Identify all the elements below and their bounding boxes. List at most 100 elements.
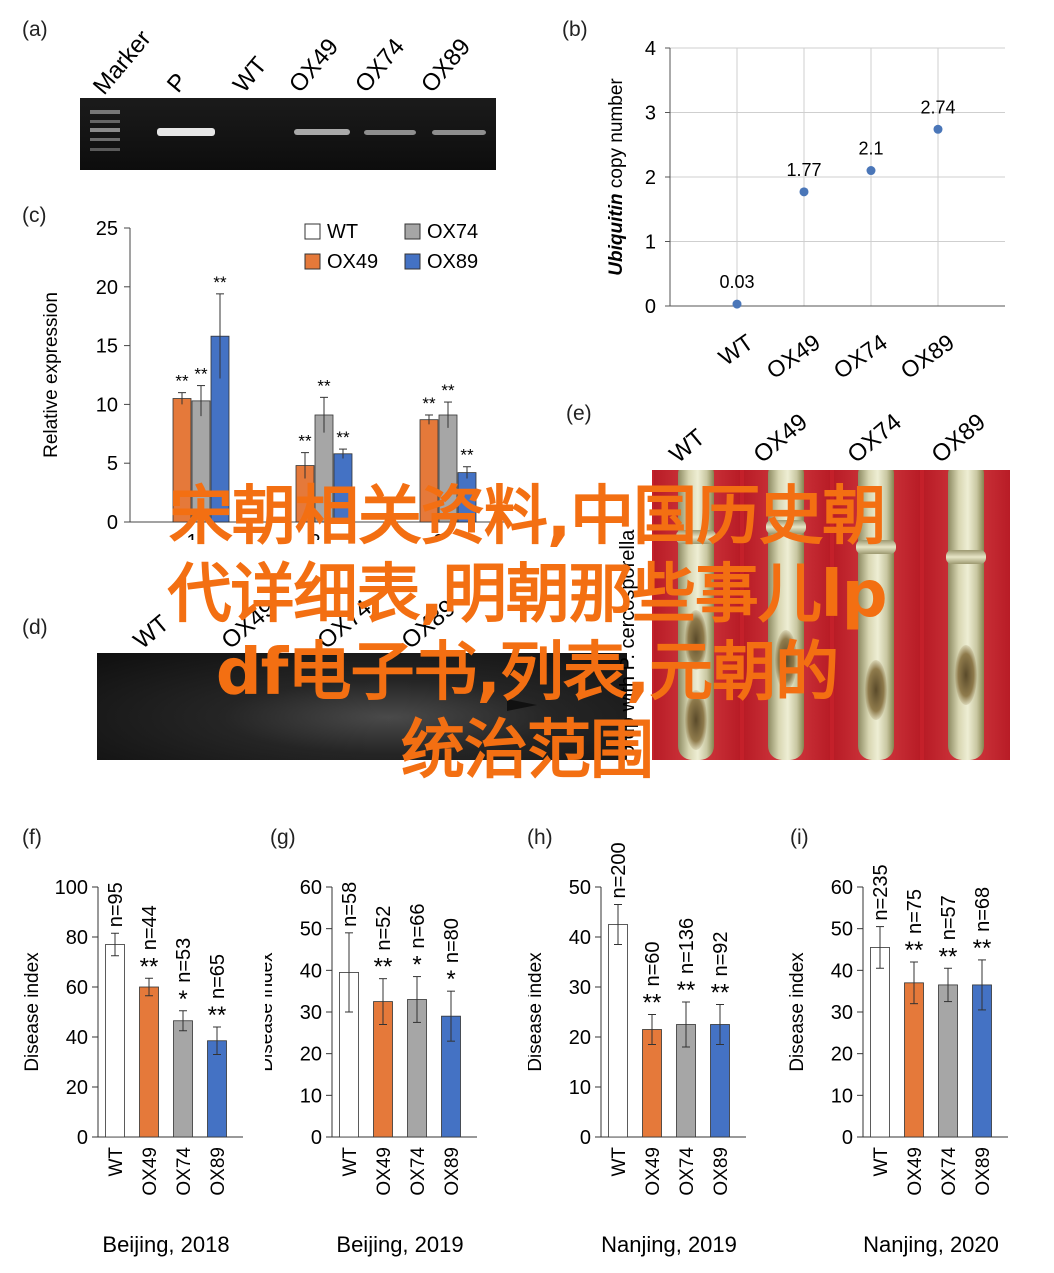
side-label-text: 0 dp with P. cercosporella xyxy=(617,529,639,756)
y-axis-label: Disease index xyxy=(787,952,808,1072)
sample-size-label: n=92 xyxy=(710,931,732,976)
x-tick-label: OX89 xyxy=(208,1147,229,1196)
sample-size-label: n=57 xyxy=(938,895,960,940)
significance-mark: ** xyxy=(711,980,730,1007)
sample-size-label: n=80 xyxy=(441,918,463,963)
data-label: 0.03 xyxy=(719,272,754,292)
significance-mark: ** xyxy=(213,273,227,292)
significance-mark: * xyxy=(412,952,421,979)
legend-label: OX49 xyxy=(327,251,378,273)
lane-label: OX89 xyxy=(416,33,476,97)
lane-label: OX49 xyxy=(217,594,281,654)
arrow-icon xyxy=(507,699,537,711)
panel-label-h: (h) xyxy=(527,826,553,849)
x-tick-label: OX49 xyxy=(140,1147,161,1196)
legend-swatch xyxy=(304,223,321,240)
legend-swatch xyxy=(404,223,421,240)
y-tick-label: 1 xyxy=(645,232,656,254)
chart-c-bar: 0 5 10 15 20 25 Relative expression ** ** ** 1 ** **… xyxy=(41,218,505,540)
significance-mark: ** xyxy=(336,428,350,447)
stem-ox89 xyxy=(946,470,986,760)
y-tick-label: 0 xyxy=(842,1127,853,1149)
y-tick-label: 40 xyxy=(300,960,322,982)
panel-label-f: (f) xyxy=(22,826,42,849)
x-tick-label: WT xyxy=(871,1147,892,1177)
gel-bands-a xyxy=(90,110,486,151)
y-axis-label-italic: Ubiquitin xyxy=(606,193,627,275)
sample-size-label: n=75 xyxy=(904,889,926,934)
bar xyxy=(438,414,458,523)
gel-band-ox49 xyxy=(294,129,350,135)
y-tick-label: 0 xyxy=(311,1127,322,1149)
y-tick-label: 3 xyxy=(645,103,656,125)
y-tick-label: 80 xyxy=(66,927,88,949)
y-tick-label: 100 xyxy=(55,877,88,899)
bar xyxy=(172,398,192,523)
gel-band-ox74 xyxy=(364,130,416,135)
significance-mark: ** xyxy=(973,935,992,962)
lane-label: Marker xyxy=(88,25,157,100)
panel-label-i: (i) xyxy=(790,826,809,849)
significance-mark: ** xyxy=(194,365,208,384)
panel-label-g: (g) xyxy=(270,826,296,849)
photo-e-lane-labels: WT OX49 OX74 OX89 xyxy=(665,408,991,468)
y-tick-label: 30 xyxy=(300,1002,322,1024)
sample-size-label: n=53 xyxy=(173,938,195,983)
y-tick-label: 30 xyxy=(831,1002,853,1024)
sample-size-label: n=44 xyxy=(139,905,161,950)
significance-mark: ** xyxy=(643,990,662,1017)
y-tick-label: 40 xyxy=(831,960,853,982)
panel-label-a: (a) xyxy=(22,18,48,41)
y-tick-label: 4 xyxy=(645,38,656,60)
x-tick-label: WT xyxy=(106,1147,127,1177)
gel-a-lane-labels: Marker P WT OX49 OX74 OX89 xyxy=(88,25,476,100)
x-tick-label: OX89 xyxy=(442,1147,463,1196)
stem-photo-e xyxy=(652,470,1010,760)
stem-card-ox89 xyxy=(924,470,1010,760)
x-tick-label: WT xyxy=(714,329,758,371)
x-tick-label: OX74 xyxy=(829,329,892,384)
lane-label: WT xyxy=(228,52,273,98)
chart-b-scatter: 0 1 2 3 4 Ubiquitin copy number WT 0.03 OX49 1.77… xyxy=(606,38,1005,384)
x-tick-label: 3 xyxy=(433,531,444,540)
y-tick-label: 15 xyxy=(96,336,118,358)
panel-label-b: (b) xyxy=(562,18,588,41)
data-point xyxy=(933,124,943,134)
bar xyxy=(608,924,628,1138)
bar xyxy=(938,984,958,1138)
y-tick-label: 25 xyxy=(96,218,118,240)
stem-lesion xyxy=(955,645,977,705)
y-tick-label: 0 xyxy=(645,296,656,318)
y-tick-label: 10 xyxy=(300,1085,322,1107)
chart-title: Nanjing, 2019 xyxy=(601,1232,737,1257)
legend-swatch xyxy=(404,253,421,270)
lane-label: WT xyxy=(129,610,175,654)
y-tick-label: 5 xyxy=(107,453,118,475)
significance-mark: * xyxy=(446,966,455,993)
panel-label-c: (c) xyxy=(22,204,47,227)
lane-label: OX49 xyxy=(284,33,344,97)
y-axis-label-rest: copy number xyxy=(606,78,627,194)
gel-image-a xyxy=(80,98,496,170)
y-tick-label: 20 xyxy=(300,1044,322,1066)
marker-band xyxy=(90,148,120,151)
stem-wt xyxy=(676,470,716,760)
legend-label: OX74 xyxy=(427,221,478,243)
lane-label: P xyxy=(162,68,193,98)
marker-band xyxy=(90,128,120,132)
x-tick-label: OX74 xyxy=(677,1147,698,1196)
bar xyxy=(173,1020,193,1138)
legend-label: OX89 xyxy=(427,251,478,273)
x-tick-label: 2 xyxy=(309,531,320,540)
sample-size-label: n=136 xyxy=(676,918,698,974)
side-label-d: 0 dp with P. cercosporella xyxy=(617,529,639,756)
x-tick-label: OX74 xyxy=(939,1147,960,1196)
y-tick-label: 50 xyxy=(300,919,322,941)
sample-size-label: n=235 xyxy=(870,864,892,920)
x-tick-label: OX49 xyxy=(374,1147,395,1196)
panel-label-e: (e) xyxy=(566,402,592,425)
significance-mark: ** xyxy=(677,977,696,1004)
stem-node xyxy=(946,550,986,564)
x-tick-label: 1 xyxy=(186,531,197,540)
y-tick-label: 40 xyxy=(66,1027,88,1049)
